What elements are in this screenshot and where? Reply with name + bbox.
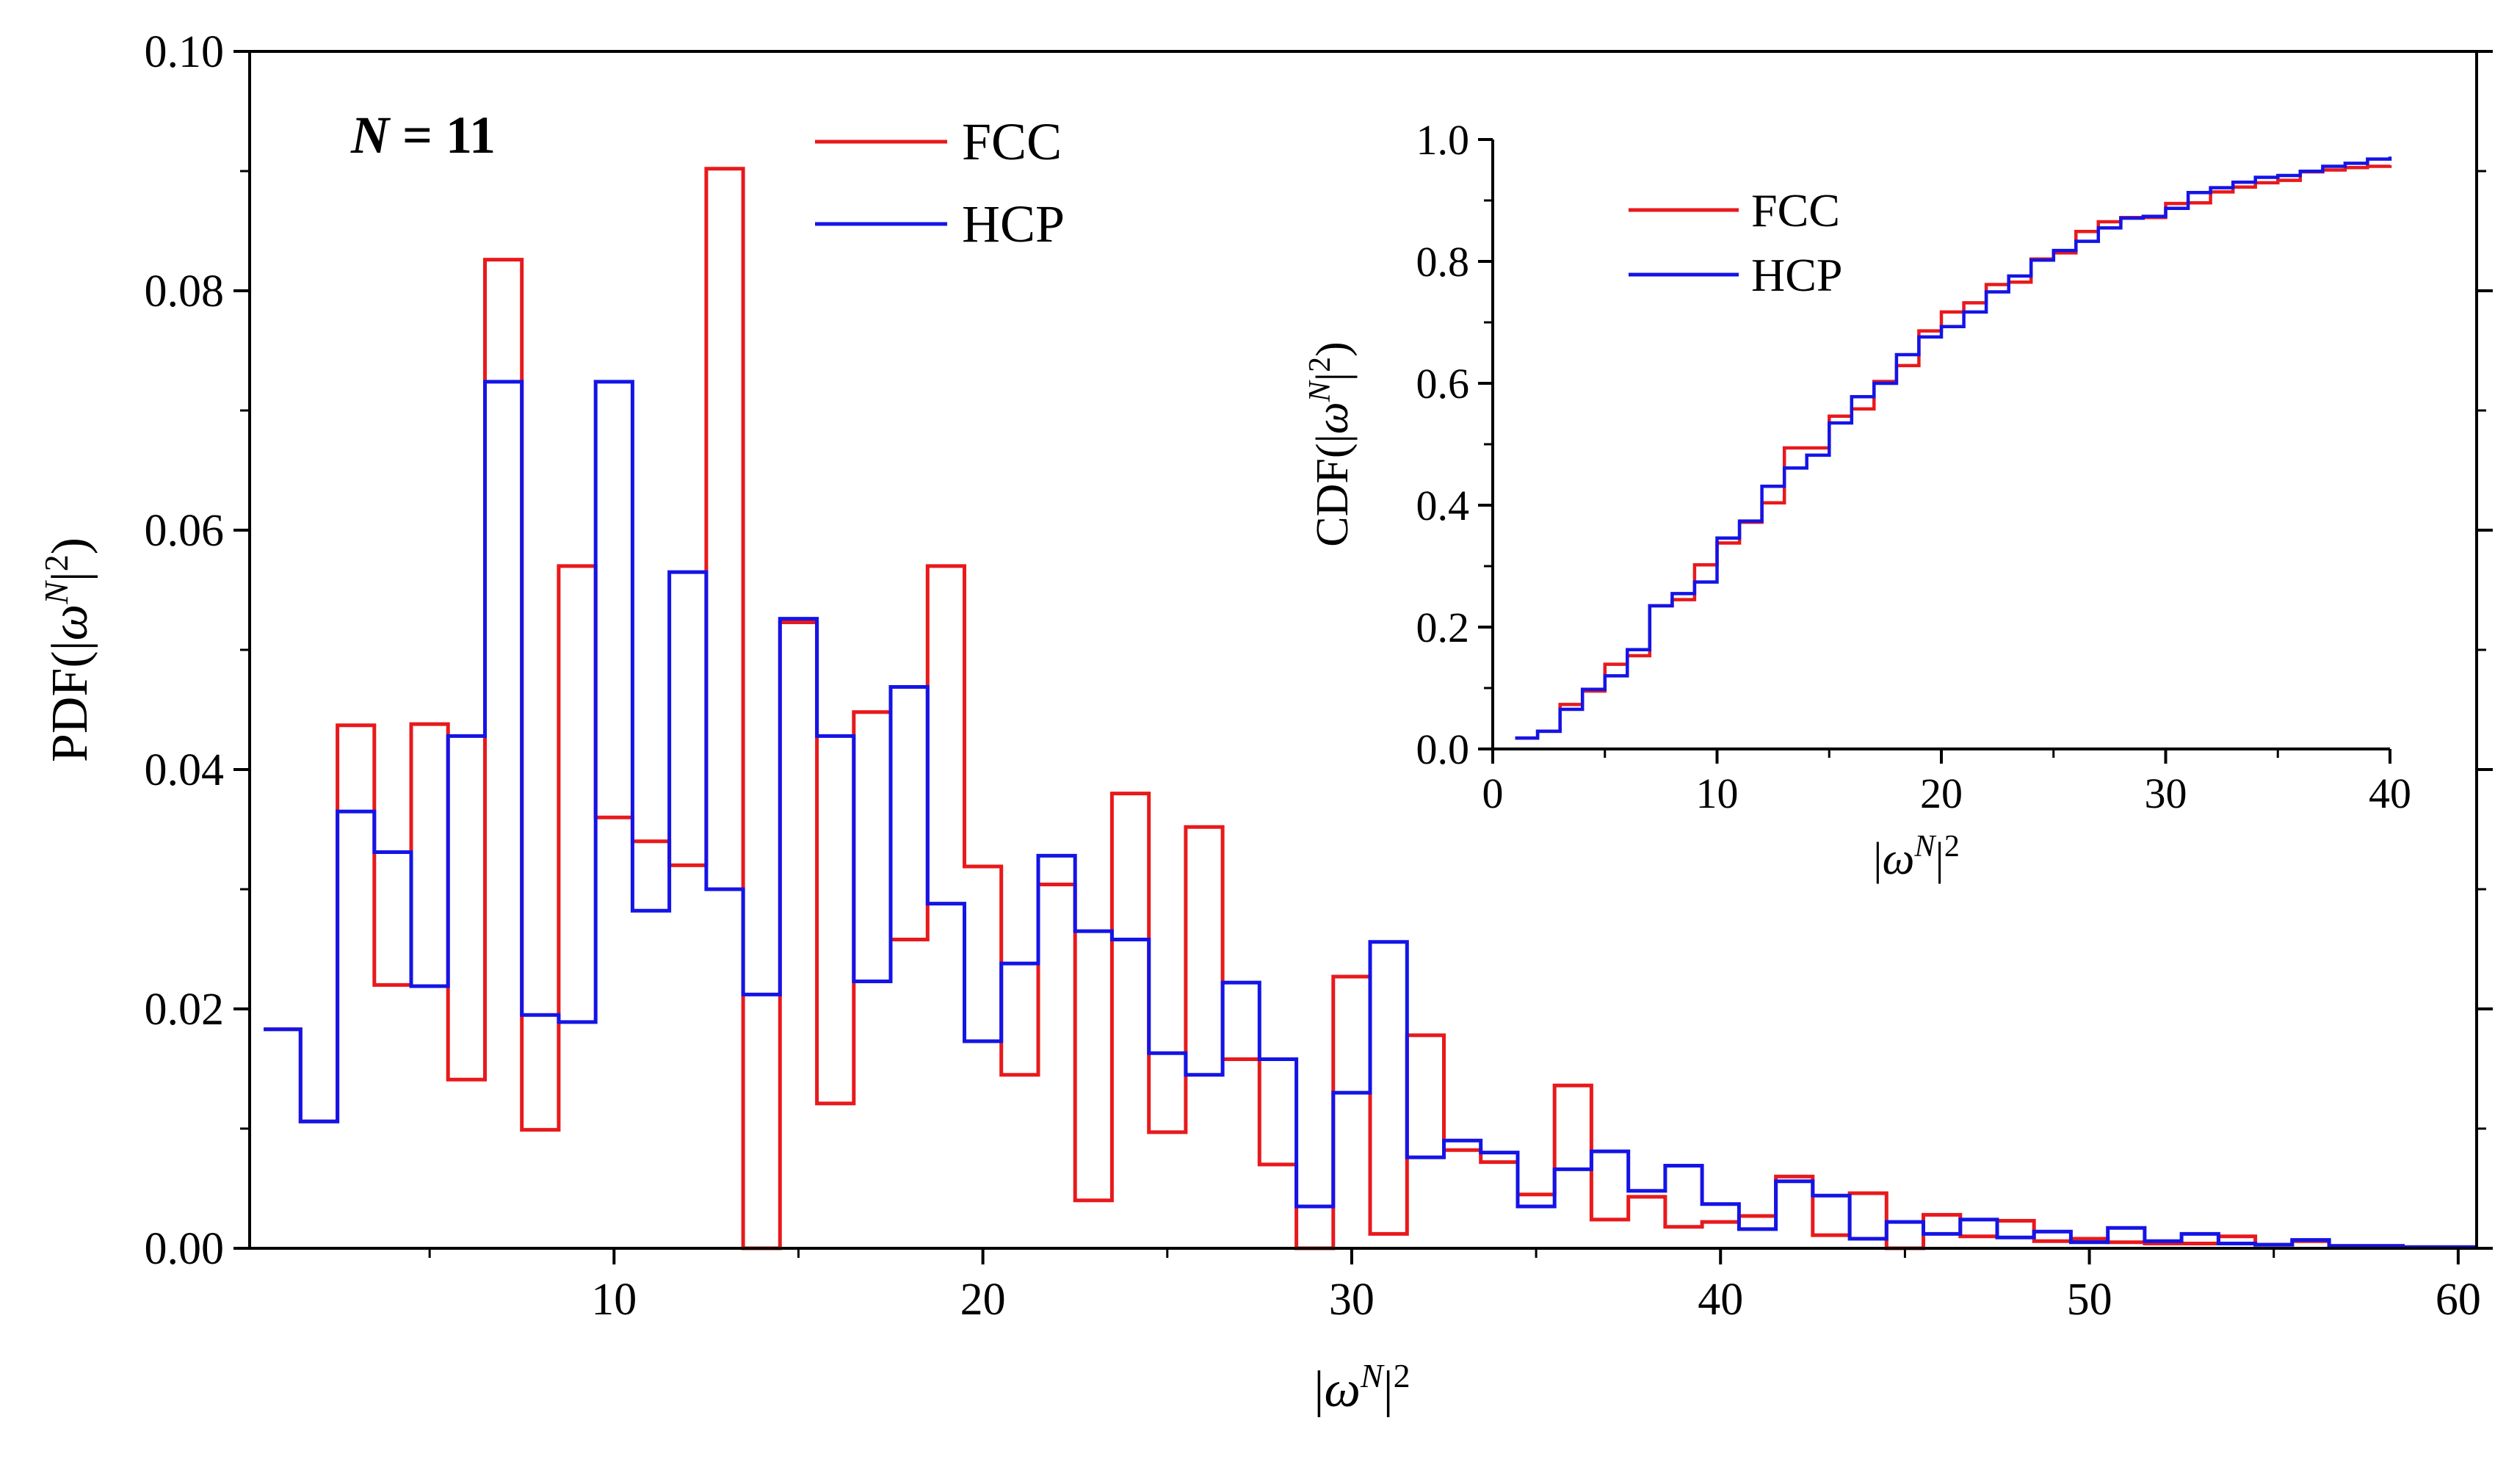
n-annotation-symbol: N xyxy=(350,106,391,164)
main-legend-fcc-label: FCC xyxy=(962,112,1062,171)
inset-legend-hcp-label: HCP xyxy=(1751,249,1843,301)
main-ylabel-bar: | xyxy=(42,571,98,582)
inset-xlabel-pre: | xyxy=(1873,834,1882,884)
main-y-tick-label: 0.06 xyxy=(145,506,225,556)
main-plot-series xyxy=(264,167,2477,1250)
main-hcp-series-line xyxy=(264,380,2477,1249)
main-xlabel-omega: ω xyxy=(1324,1361,1360,1418)
inset-ylabel-sup-2: 2 xyxy=(1303,357,1337,372)
main-xlabel-sup-n: N xyxy=(1360,1357,1385,1394)
inset-x-tick-label: 20 xyxy=(1920,770,1963,817)
main-y-tick-label: 0.10 xyxy=(145,27,225,77)
inset-x-axis-label: |ωN|2 xyxy=(1873,830,1960,884)
inset-y-tick-label: 0.8 xyxy=(1416,238,1470,286)
main-y-tick-label: 0.00 xyxy=(145,1224,225,1274)
main-axis-ticks: 10 20 30 40 50 600.000.020.040.060.080.10 xyxy=(145,27,2493,1325)
inset-xlabel-bar: | xyxy=(1935,834,1944,884)
main-x-axis-label: |ωN|2 xyxy=(1314,1357,1410,1418)
inset-fcc-series-line xyxy=(1515,164,2392,740)
main-x-tick-label: 50 xyxy=(2067,1275,2112,1325)
inset-x-tick-label: 30 xyxy=(2145,770,2187,817)
inset-ylabel-sup-n: N xyxy=(1303,380,1337,402)
main-x-tick-label: 20 xyxy=(960,1275,1006,1325)
inset-ylabel-bar: | xyxy=(1308,372,1358,381)
inset-legend-fcc-label: FCC xyxy=(1751,184,1840,236)
main-x-tick-label: 40 xyxy=(1698,1275,1743,1325)
inset-legend: FCC HCP xyxy=(1629,184,1843,301)
inset-ylabel-pre: CDF(| xyxy=(1308,434,1358,547)
main-x-tick-label: 10 xyxy=(591,1275,637,1325)
main-xlabel-sup-2: 2 xyxy=(1394,1357,1410,1394)
main-y-tick-label: 0.08 xyxy=(145,267,225,316)
main-ylabel-omega: ω xyxy=(42,604,98,640)
inset-y-tick-label: 0.2 xyxy=(1416,604,1470,651)
inset-x-tick-label: 0 xyxy=(1482,770,1504,817)
inset-axis-ticks: 0 10 20 30 40 0.0 0.2 0.4 0.6 0.8 1.0 xyxy=(1416,116,2412,817)
main-plot-frame xyxy=(248,50,2478,1250)
main-ylabel-sup-n: N xyxy=(37,580,75,605)
n-annotation-value: = 11 xyxy=(389,106,496,164)
main-xlabel-pre: | xyxy=(1314,1361,1324,1418)
main-xlabel-bar: | xyxy=(1383,1361,1394,1418)
main-y-tick-label: 0.02 xyxy=(145,985,225,1035)
inset-xlabel-omega: ω xyxy=(1883,834,1915,884)
main-ylabel-sup-2: 2 xyxy=(37,554,75,571)
main-ylabel-post: ) xyxy=(42,538,98,554)
inset-y-tick-label: 0.6 xyxy=(1416,360,1470,408)
inset-x-tick-label: 40 xyxy=(2369,770,2411,817)
inset-xlabel-sup-n: N xyxy=(1913,830,1936,864)
inset-plot-series xyxy=(1515,156,2392,740)
main-y-tick-label: 0.04 xyxy=(145,745,225,795)
inset-y-tick-label: 0.0 xyxy=(1416,725,1470,773)
main-y-axis-label: PDF(|ωN|2) xyxy=(37,538,98,762)
inset-y-tick-label: 0.4 xyxy=(1416,482,1470,529)
n-annotation: N = 11 xyxy=(350,106,496,164)
main-x-tick-label: 60 xyxy=(2436,1275,2481,1325)
main-ylabel-pre: PDF(| xyxy=(42,640,98,762)
inset-y-tick-label: 1.0 xyxy=(1416,116,1470,164)
inset-xlabel-sup-2: 2 xyxy=(1944,830,1960,864)
inset-x-tick-label: 10 xyxy=(1696,770,1739,817)
main-x-tick-label: 30 xyxy=(1329,1275,1375,1325)
inset-y-axis-label: CDF(|ωN|2) xyxy=(1303,341,1358,547)
inset-ylabel-post: ) xyxy=(1308,341,1358,357)
inset-hcp-series-line xyxy=(1515,156,2392,740)
main-legend-hcp-label: HCP xyxy=(962,195,1065,253)
main-legend: FCC HCP xyxy=(815,112,1065,253)
inset-ylabel-omega: ω xyxy=(1308,402,1358,434)
